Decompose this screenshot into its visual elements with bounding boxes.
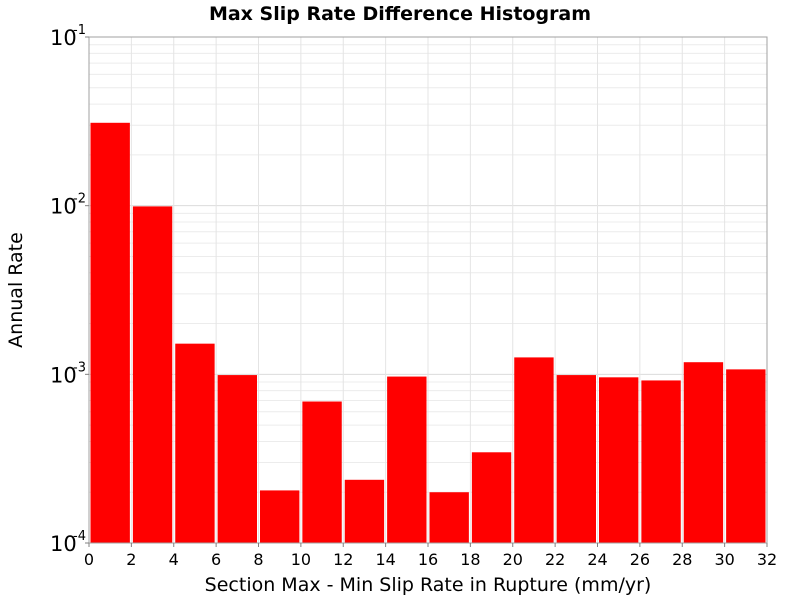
y-tick-base: 10 (50, 26, 77, 50)
y-tick-exponent: -4 (73, 529, 86, 544)
y-axis-ticks: 10-410-310-210-1 (50, 23, 89, 556)
y-tick-base: 10 (50, 363, 77, 387)
x-tick-label: 20 (503, 550, 523, 569)
x-tick-label: 30 (714, 550, 734, 569)
y-tick-exponent: -2 (73, 192, 86, 207)
histogram-bar (217, 375, 257, 543)
x-tick-label: 6 (211, 550, 221, 569)
chart-title: Max Slip Rate Difference Histogram (209, 3, 591, 25)
y-axis-label: Annual Rate (5, 232, 27, 348)
histogram-bar (302, 401, 342, 543)
histogram-bar (556, 375, 596, 543)
histogram-bar (90, 122, 130, 543)
x-axis-label: Section Max - Min Slip Rate in Rupture (… (205, 574, 652, 596)
x-tick-label: 24 (587, 550, 607, 569)
histogram-bar (132, 206, 173, 543)
histogram-bar (387, 376, 427, 543)
x-axis-ticks: 0 2 4 6 8 10 12 14 16 18 20 22 24 26 28 30 32 (84, 543, 777, 569)
histogram-bar (599, 377, 639, 543)
y-tick-base: 10 (50, 532, 77, 556)
histogram-bar (471, 452, 512, 543)
x-tick-label: 2 (126, 550, 136, 569)
x-tick-label: 0 (84, 550, 94, 569)
x-tick-label: 22 (545, 550, 565, 569)
y-tick-exponent: -1 (73, 23, 86, 38)
x-tick-label: 32 (757, 550, 777, 569)
x-tick-label: 18 (460, 550, 480, 569)
histogram-bar (726, 369, 766, 543)
y-tick-base: 10 (50, 195, 77, 219)
histogram-bar (683, 362, 724, 543)
histogram-bar (175, 343, 215, 543)
histogram-bar (429, 492, 469, 543)
y-tick-label: 10-1 (50, 23, 86, 50)
x-tick-label: 10 (291, 550, 311, 569)
x-tick-label: 26 (630, 550, 650, 569)
histogram-bar (514, 357, 554, 543)
bars (90, 122, 766, 543)
y-tick-exponent: -3 (73, 360, 86, 375)
x-tick-label: 28 (672, 550, 692, 569)
histogram-bar (641, 380, 681, 543)
x-tick-label: 14 (375, 550, 395, 569)
x-tick-label: 4 (169, 550, 179, 569)
y-tick-label: 10-4 (50, 529, 86, 556)
histogram-bar (260, 490, 300, 543)
x-tick-label: 16 (418, 550, 438, 569)
histogram-bar (344, 479, 385, 543)
y-tick-label: 10-2 (50, 192, 86, 219)
y-tick-label: 10-3 (50, 360, 86, 387)
x-tick-label: 12 (333, 550, 353, 569)
x-tick-label: 8 (253, 550, 263, 569)
